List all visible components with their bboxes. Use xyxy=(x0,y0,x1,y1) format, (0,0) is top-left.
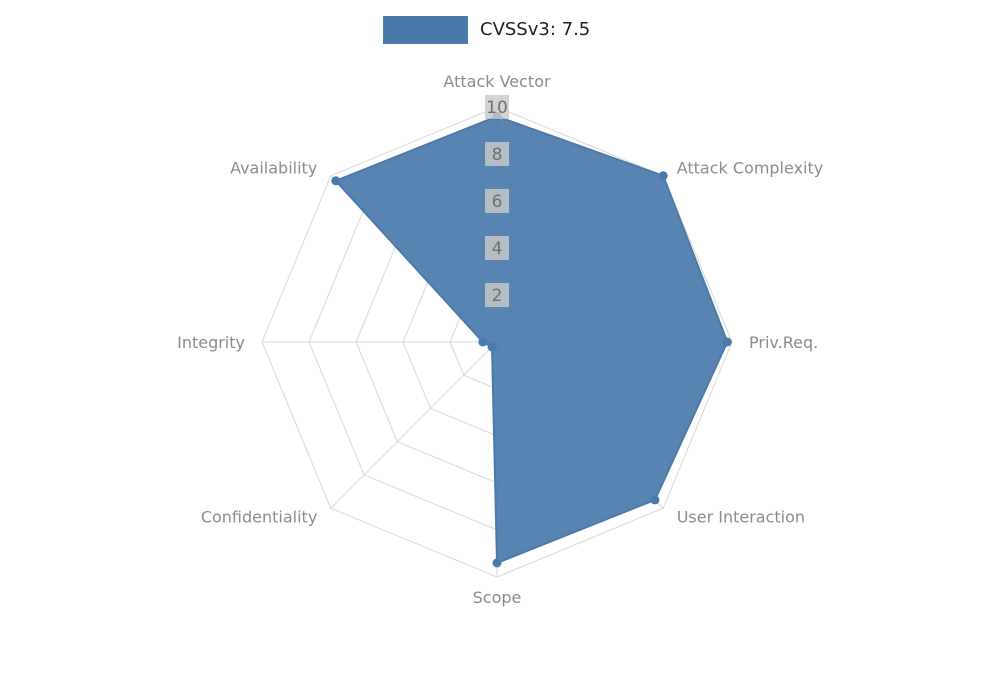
data-point-marker xyxy=(722,337,732,347)
tick-box xyxy=(485,142,509,166)
tick-box xyxy=(485,95,509,119)
tick-label: 8 xyxy=(492,145,503,165)
data-point-marker xyxy=(658,171,668,181)
chart-legend: CVSSv3: 7.5 xyxy=(383,16,590,44)
tick-box xyxy=(485,189,509,213)
tick-box xyxy=(485,283,509,307)
data-point-marker xyxy=(492,558,502,568)
data-point-marker xyxy=(487,342,497,352)
axis-label: User Interaction xyxy=(677,508,805,527)
tick-label: 4 xyxy=(492,239,503,259)
tick-label: 10 xyxy=(486,98,508,118)
axis-label: Integrity xyxy=(177,333,245,352)
axis-label: Attack Vector xyxy=(443,72,551,91)
grid-spoke xyxy=(330,341,498,509)
legend-swatch xyxy=(383,16,468,44)
axis-label: Confidentiality xyxy=(201,508,317,527)
tick-box xyxy=(485,236,509,260)
data-point-marker xyxy=(331,176,341,186)
axis-label: Attack Complexity xyxy=(677,158,824,177)
legend-label: CVSSv3: 7.5 xyxy=(480,19,591,40)
data-point-marker xyxy=(650,495,660,505)
axis-label: Availability xyxy=(230,158,317,177)
axis-label: Priv.Req. xyxy=(749,333,818,352)
axis-label: Scope xyxy=(473,588,522,607)
data-point-marker xyxy=(478,337,488,347)
tick-label: 6 xyxy=(492,192,503,212)
tick-label: 2 xyxy=(492,286,503,306)
